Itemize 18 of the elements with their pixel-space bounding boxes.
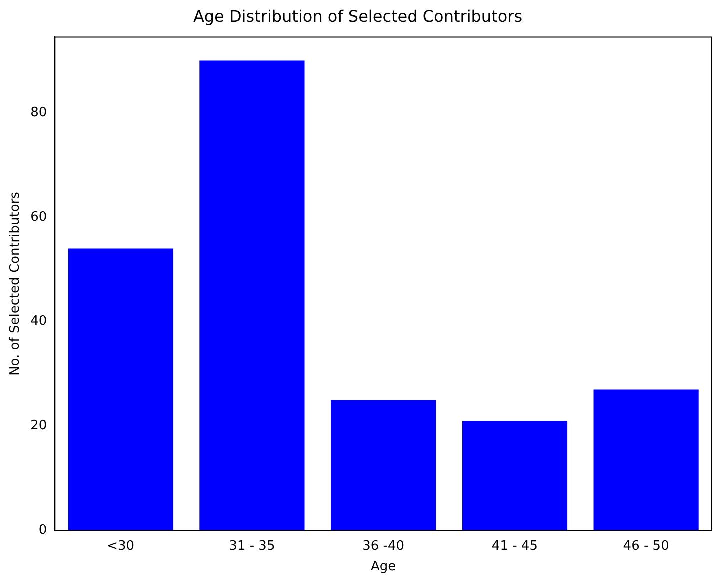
y-tick-label: 0 xyxy=(38,523,48,538)
bar xyxy=(200,60,305,531)
y-tick-label: 20 xyxy=(30,418,48,434)
y-tick-label: 40 xyxy=(30,314,48,330)
y-axis-title: No. of Selected Contributors xyxy=(8,192,24,376)
x-axis-title: Age xyxy=(370,560,396,575)
bar xyxy=(462,421,568,531)
chart-title: Age Distribution of Selected Contributors xyxy=(193,6,523,26)
y-tick-label: 80 xyxy=(30,105,48,120)
x-tick-label: <30 xyxy=(107,538,135,554)
bar xyxy=(331,400,436,531)
x-tick-label: 36 -40 xyxy=(362,538,405,554)
bar xyxy=(68,248,174,531)
x-tick-label: 31 - 35 xyxy=(229,538,276,554)
x-tick-label: 46 - 50 xyxy=(623,538,670,554)
bar xyxy=(594,390,699,531)
x-tick-label: 41 - 45 xyxy=(492,538,538,554)
y-tick-label: 60 xyxy=(30,210,48,225)
